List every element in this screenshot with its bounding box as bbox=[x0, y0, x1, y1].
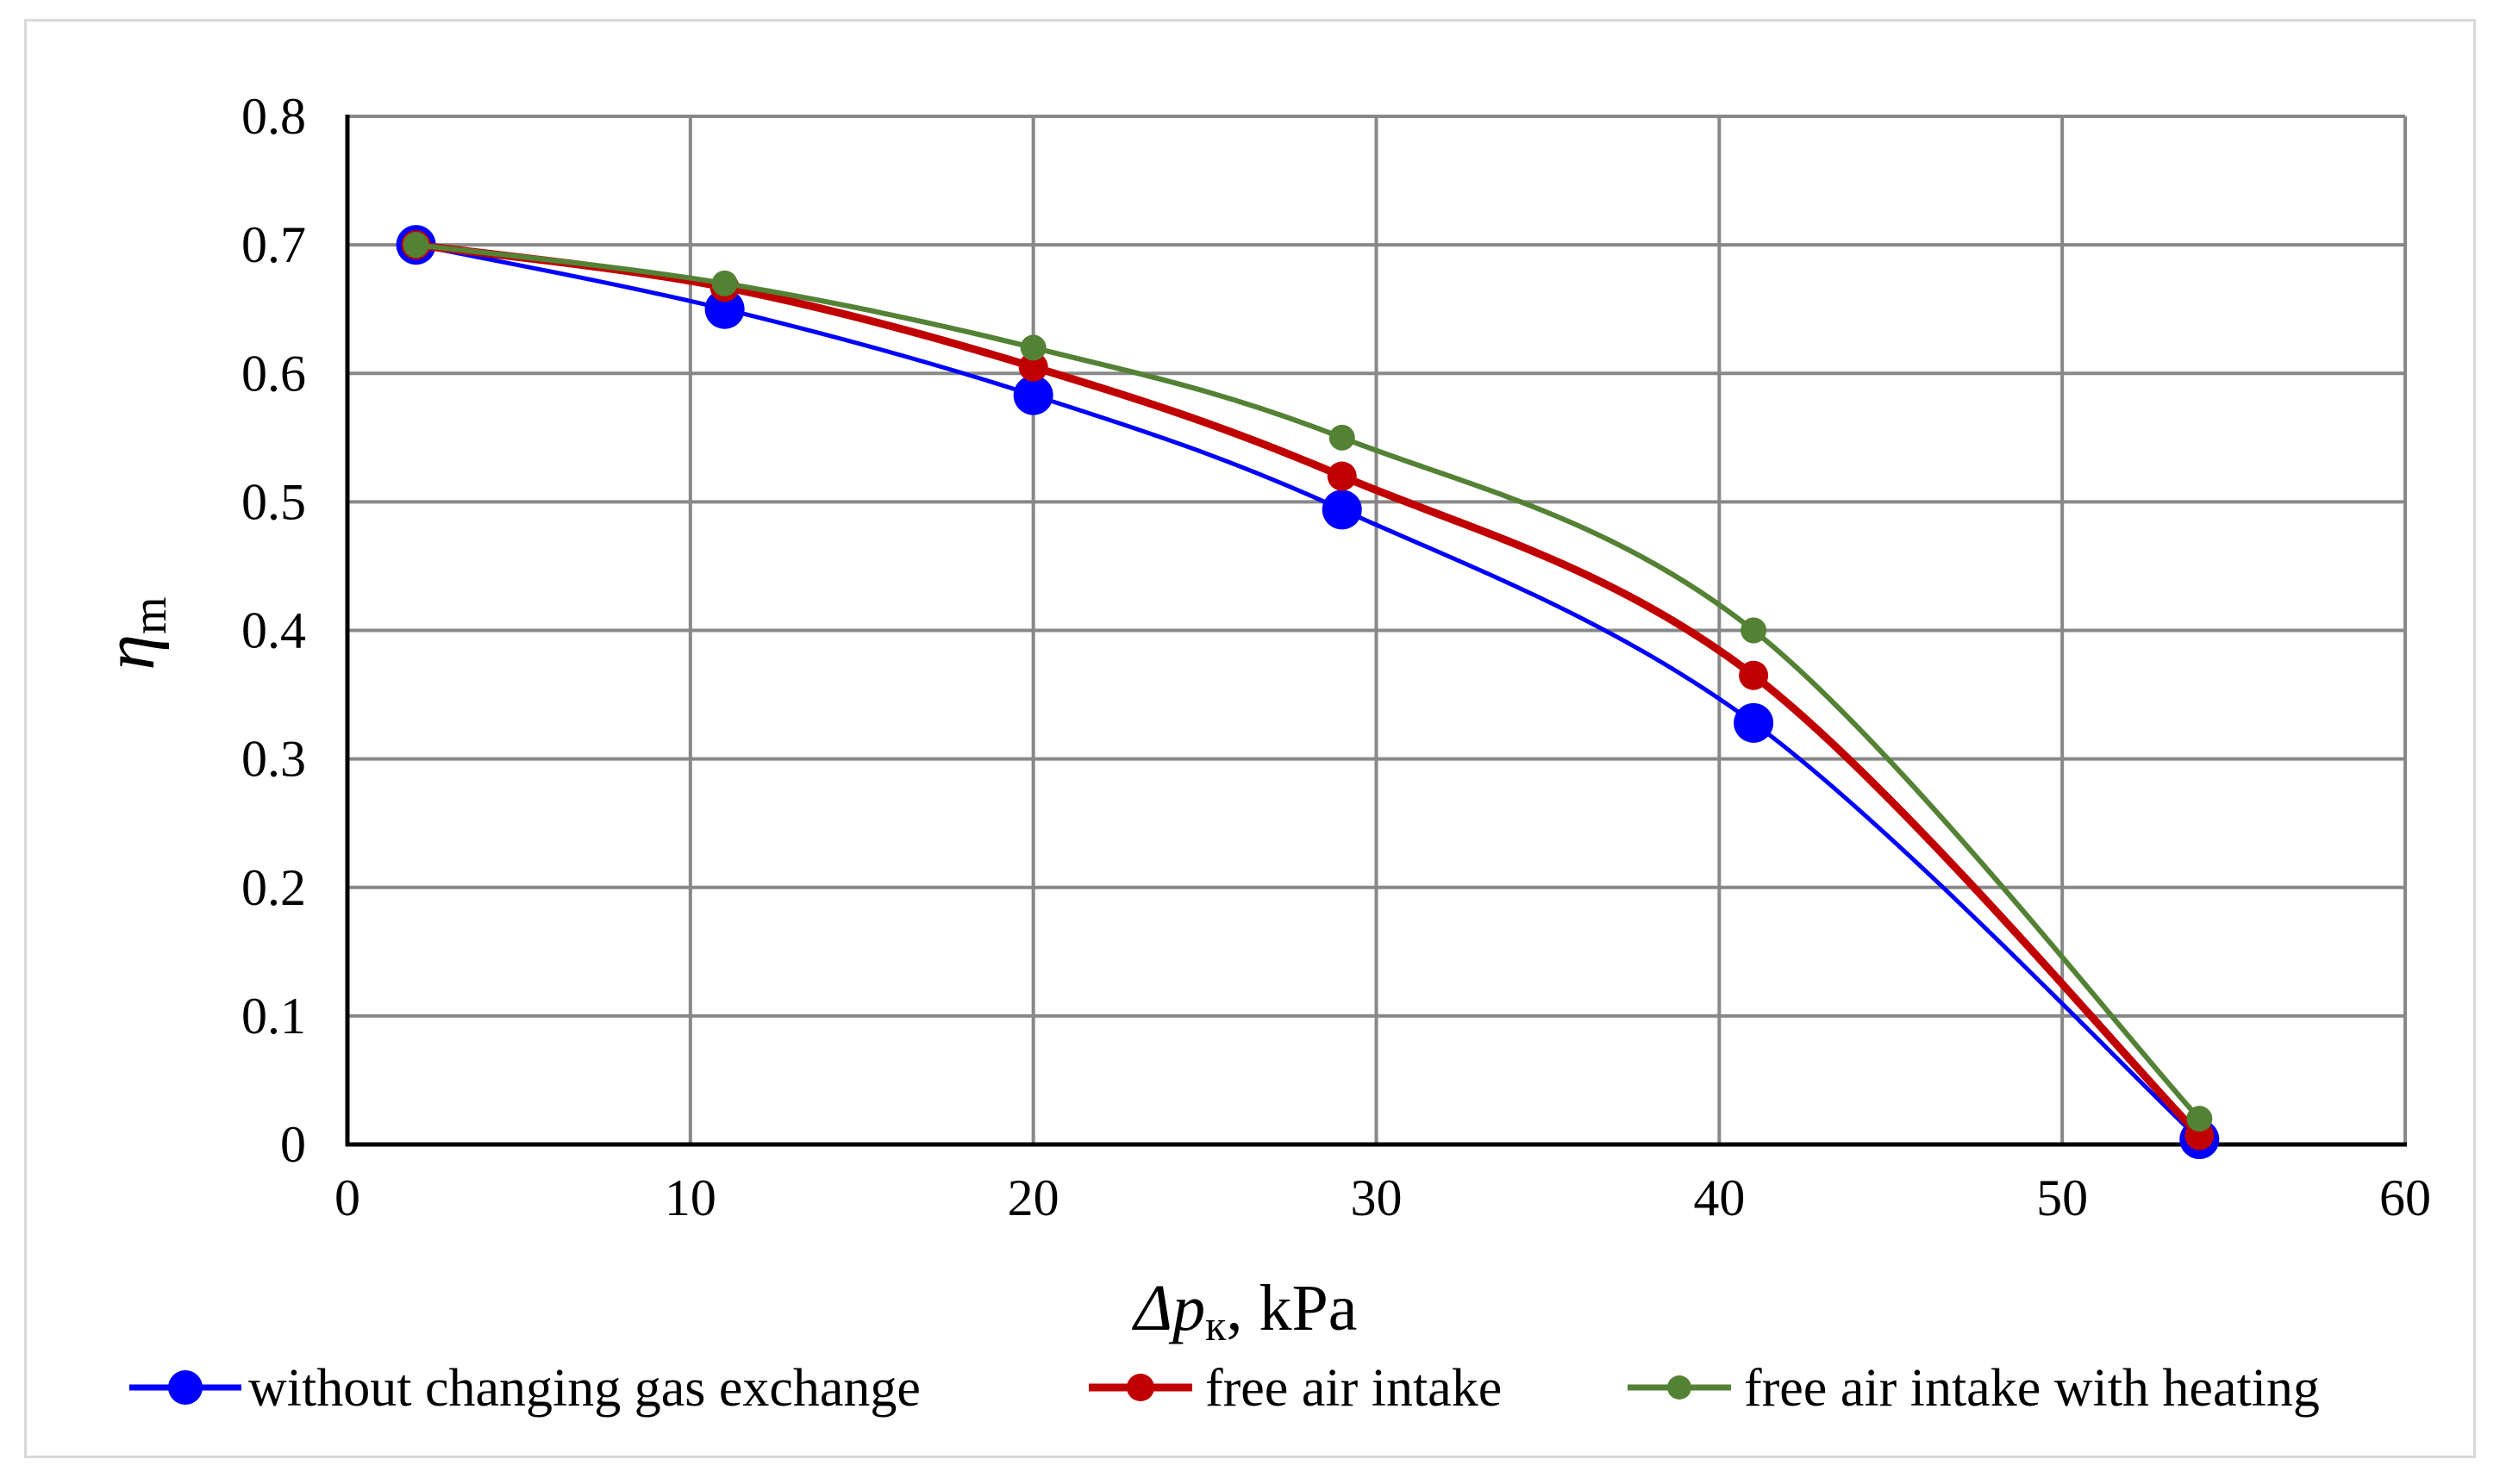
y-tick-label: 0.6 bbox=[241, 345, 306, 402]
x-tick-label: 30 bbox=[1351, 1169, 1403, 1226]
x-tick-label: 0 bbox=[334, 1169, 360, 1226]
data-point bbox=[2186, 1106, 2213, 1132]
data-point bbox=[711, 270, 738, 296]
x-axis-title-unit: , kPa bbox=[1226, 1272, 1357, 1344]
y-tick-label: 0.1 bbox=[241, 988, 306, 1044]
tick-labels: 0 10 20 30 40 50 60 0 0.1 0.2 0.3 0.4 0.5 0.6 0.7 0.8 bbox=[241, 88, 2431, 1226]
legend-item-free-air-intake-with-heating: free air intake with heating bbox=[1628, 1359, 2320, 1418]
legend-label: free air intake bbox=[1205, 1359, 1502, 1418]
series-line bbox=[416, 242, 2202, 1121]
x-axis-title-main: Δp bbox=[1132, 1272, 1206, 1344]
series-line bbox=[416, 242, 2202, 1141]
y-tick-label: 0.8 bbox=[241, 88, 306, 145]
data-point bbox=[704, 289, 745, 329]
data-point bbox=[1322, 489, 1362, 530]
x-tick-label: 20 bbox=[1008, 1169, 1059, 1226]
y-axis-title-main: η bbox=[90, 634, 170, 670]
legend-swatch-marker bbox=[1127, 1374, 1154, 1401]
x-axis-title-subscript: к bbox=[1205, 1301, 1227, 1350]
series-free-air-intake bbox=[401, 230, 2215, 1150]
x-axis-title: Δpк, kPa bbox=[1132, 1272, 1358, 1350]
y-tick-label: 0.3 bbox=[241, 731, 306, 788]
legend-swatch-marker bbox=[168, 1370, 203, 1405]
y-axis-title: ηm bbox=[90, 596, 177, 670]
legend-label: free air intake with heating bbox=[1744, 1359, 2320, 1418]
legend: without changing gas exchange free air i… bbox=[129, 1359, 2320, 1418]
legend-item-without-changing-gas-exchange: without changing gas exchange bbox=[129, 1359, 921, 1418]
data-point bbox=[1741, 617, 1767, 644]
data-point bbox=[1018, 352, 1048, 382]
y-tick-label: 0.2 bbox=[241, 859, 306, 916]
x-tick-label: 60 bbox=[2379, 1169, 2431, 1226]
legend-item-free-air-intake: free air intake bbox=[1089, 1359, 1502, 1418]
series-free-air-intake-with-heating bbox=[403, 232, 2213, 1132]
series-line bbox=[415, 240, 2203, 1138]
chart-frame bbox=[24, 19, 2476, 1458]
data-point bbox=[1739, 660, 1769, 690]
series-without-changing-gas-exchange bbox=[396, 225, 2220, 1160]
y-axis-title-subscript: m bbox=[123, 596, 177, 634]
x-tick-label: 50 bbox=[2036, 1169, 2088, 1226]
y-tick-label: 0 bbox=[280, 1116, 306, 1173]
legend-label: without changing gas exchange bbox=[248, 1359, 921, 1418]
data-point bbox=[1013, 375, 1053, 415]
y-tick-label: 0.4 bbox=[241, 602, 306, 659]
axes bbox=[345, 115, 2407, 1147]
data-point bbox=[1734, 702, 1774, 743]
data-point bbox=[403, 232, 429, 259]
data-series bbox=[396, 225, 2220, 1160]
legend-swatch-marker bbox=[1667, 1375, 1691, 1400]
data-point bbox=[1328, 424, 1355, 451]
data-point bbox=[1327, 461, 1357, 491]
y-tick-label: 0.7 bbox=[241, 216, 306, 273]
x-tick-label: 10 bbox=[665, 1169, 716, 1226]
data-point bbox=[1020, 334, 1047, 361]
y-tick-label: 0.5 bbox=[241, 473, 306, 530]
x-tick-label: 40 bbox=[1693, 1169, 1745, 1226]
grid-lines bbox=[347, 115, 2407, 1144]
